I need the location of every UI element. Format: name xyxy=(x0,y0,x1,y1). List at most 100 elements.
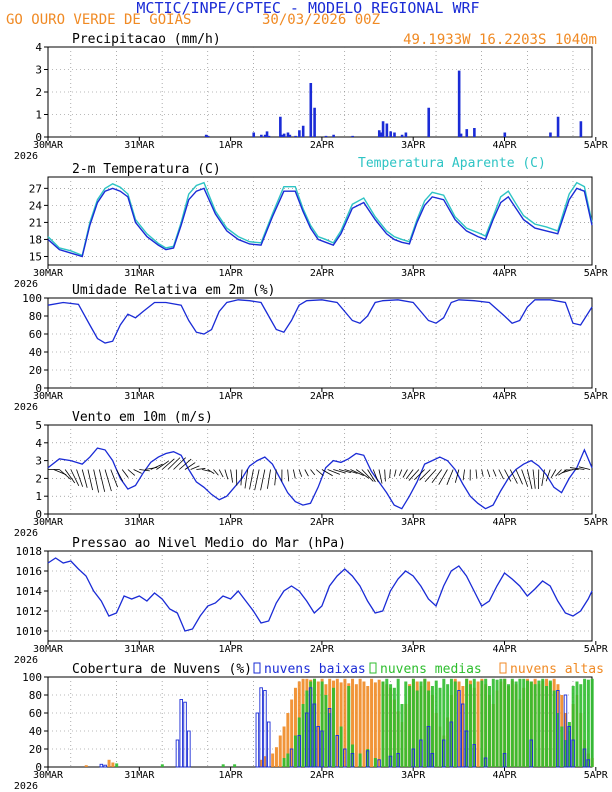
y-tick-label: 40 xyxy=(29,725,42,738)
precip-bar xyxy=(260,134,263,137)
cloud-bar xyxy=(263,690,267,768)
cloud-bar xyxy=(487,686,491,767)
wind-vector xyxy=(541,469,545,486)
x-tick-label: 4APR xyxy=(492,140,517,151)
wind-vector xyxy=(454,469,460,483)
x-tick-label: 3APR xyxy=(401,644,426,655)
x-tick-label: 30MAR xyxy=(33,770,64,781)
series-line xyxy=(47,187,593,258)
precip-bar xyxy=(298,130,301,137)
wind-vector xyxy=(64,469,76,484)
cloud-bar xyxy=(484,678,488,767)
panel-wind xyxy=(44,424,597,518)
cloud-bar xyxy=(312,678,316,767)
cloud-bar xyxy=(441,739,446,768)
x-tick-label: 31MAR xyxy=(124,140,155,151)
x-axis-year: 2026 xyxy=(14,528,38,539)
cloud-bar xyxy=(358,753,362,767)
wind-vector xyxy=(462,469,465,481)
wind-vector xyxy=(504,469,512,482)
cloud-bar xyxy=(419,739,423,768)
wind-vector xyxy=(405,469,414,480)
wind-vector xyxy=(70,469,80,486)
wind-vector xyxy=(367,469,376,483)
x-tick-label: 1APR xyxy=(219,268,244,279)
cloud-bar xyxy=(351,678,355,767)
cloud-bar xyxy=(499,678,503,767)
precip-bar xyxy=(379,132,383,137)
cloud-bar xyxy=(465,678,469,767)
wind-vector xyxy=(492,469,497,477)
cloud-bar xyxy=(518,678,522,767)
cloud-bar xyxy=(339,726,343,767)
cloud-bar xyxy=(453,681,457,767)
y-tick-label: 1016 xyxy=(16,565,43,578)
cloud-bar xyxy=(373,682,377,767)
legend-label: nuvens altas xyxy=(510,662,604,677)
cloud-bar xyxy=(274,747,278,767)
wind-vector xyxy=(81,469,88,488)
wind-vector xyxy=(350,469,364,476)
panel-frame xyxy=(47,176,593,266)
x-tick-label: 31MAR xyxy=(124,268,155,279)
cloud-bar xyxy=(377,679,381,767)
wind-vector xyxy=(213,469,219,476)
cloud-bar xyxy=(426,726,431,768)
precip-bar xyxy=(404,132,408,137)
y-tick-label: 60 xyxy=(29,707,42,720)
precip-bar xyxy=(267,135,271,137)
cloud-bar xyxy=(305,712,309,768)
cloud-bar xyxy=(564,740,568,767)
wind-vector xyxy=(310,469,316,476)
panel-press xyxy=(44,550,597,645)
cloud-bar xyxy=(271,753,275,767)
panel-title: Pressao ao Nivel Medio do Mar (hPa) xyxy=(72,536,346,551)
cloud-bar xyxy=(457,681,461,767)
legend-label: nuvens baixas xyxy=(264,662,366,677)
wind-vector xyxy=(224,469,229,480)
y-tick-label: 2 xyxy=(35,472,42,485)
cloud-bar xyxy=(289,748,294,768)
precip-bar xyxy=(288,134,292,137)
cloud-bar xyxy=(339,682,343,767)
y-tick-label: 18 xyxy=(29,233,42,246)
cloud-bar xyxy=(366,686,370,767)
x-tick-label: 3APR xyxy=(401,517,426,528)
y-tick-label: 60 xyxy=(29,328,42,341)
y-tick-label: 0 xyxy=(35,508,42,521)
cloud-bar xyxy=(320,730,324,768)
cloud-bar xyxy=(575,681,579,767)
x-tick-label: 2APR xyxy=(310,140,335,151)
cloud-bar xyxy=(582,748,587,768)
cloud-bar xyxy=(377,759,381,768)
precip-bar xyxy=(549,132,552,137)
cloud-bar xyxy=(563,694,568,768)
wind-vector xyxy=(414,469,425,481)
precip-bar xyxy=(332,134,335,137)
wind-vector xyxy=(378,469,383,484)
x-tick-label: 5APR xyxy=(584,770,609,781)
cloud-bar xyxy=(320,681,324,767)
cloud-bar xyxy=(586,679,590,767)
precip-bar xyxy=(385,123,389,137)
wind-vector xyxy=(526,469,533,490)
wind-vector xyxy=(178,458,192,470)
wind-vector xyxy=(76,469,84,487)
cloud-bar xyxy=(567,726,572,768)
precip-bar xyxy=(252,132,256,137)
cloud-bar xyxy=(308,687,313,768)
cloud-bar xyxy=(183,701,187,768)
cloud-bar xyxy=(529,681,533,767)
wind-vector xyxy=(196,468,206,470)
wind-vector xyxy=(402,469,408,478)
y-tick-label: 80 xyxy=(29,689,42,702)
header-location: GO OURO VERDE DE GOIAS xyxy=(6,12,191,28)
x-tick-label: 1APR xyxy=(219,140,244,151)
wind-vector xyxy=(287,469,290,482)
cloud-bar xyxy=(510,678,514,767)
wind-vector xyxy=(254,469,260,491)
cloud-bar xyxy=(396,678,400,767)
wind-vector xyxy=(515,469,523,485)
cloud-bar xyxy=(483,757,488,768)
y-tick-label: 20 xyxy=(29,743,42,756)
